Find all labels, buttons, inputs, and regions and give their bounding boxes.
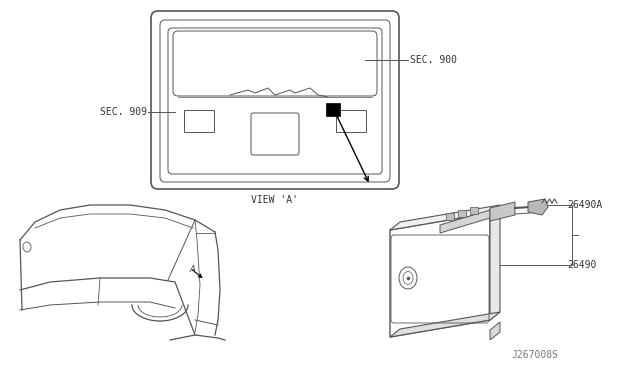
FancyBboxPatch shape [151,11,399,189]
FancyBboxPatch shape [251,113,299,155]
Bar [336,110,366,132]
Polygon shape [490,202,515,221]
Text: VIEW 'A': VIEW 'A' [252,195,298,205]
Polygon shape [458,210,466,217]
Polygon shape [390,205,500,230]
Polygon shape [390,312,500,337]
Polygon shape [390,213,490,337]
Polygon shape [490,205,500,320]
Text: 26490: 26490 [567,260,596,270]
Polygon shape [440,210,490,233]
Ellipse shape [399,267,417,289]
Text: A: A [189,266,195,275]
Text: 26490A: 26490A [567,200,602,210]
Bar [184,110,214,132]
Bar [326,103,340,116]
Polygon shape [470,207,478,214]
Polygon shape [446,213,454,220]
Polygon shape [528,199,548,215]
Text: J267008S: J267008S [511,350,559,360]
Text: SEC. 909: SEC. 909 [100,107,147,117]
Polygon shape [490,322,500,340]
Text: SEC. 900: SEC. 900 [410,55,457,65]
